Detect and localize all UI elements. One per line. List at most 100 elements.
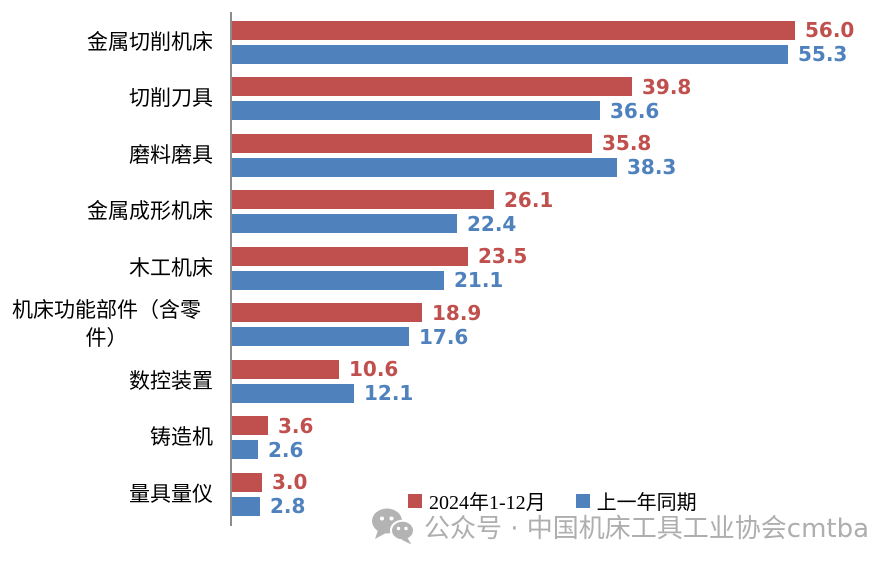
bar-line-previous: 2.6 (232, 437, 313, 462)
category-label-text: 木工机床 (129, 255, 213, 280)
value-label-previous: 22.4 (467, 211, 517, 236)
legend-item-previous: 上一年同期 (575, 486, 697, 515)
category-label: 木工机床 (0, 255, 222, 282)
category-label-text: 机床功能部件（含零件） (12, 298, 201, 350)
bar-current-period (232, 359, 339, 379)
value-label-previous: 2.8 (270, 494, 306, 519)
value-label-previous: 21.1 (454, 268, 504, 293)
value-label-current: 18.9 (432, 300, 482, 325)
legend-label-current: 2024年1-12月 (429, 492, 546, 514)
bar-line-current: 56.0 (232, 18, 855, 43)
value-label-current: 3.0 (272, 470, 308, 495)
chart-row: 铸造机 3.6 2.6 (0, 410, 874, 467)
category-label: 机床功能部件（含零件） (0, 297, 222, 352)
value-label-current: 39.8 (642, 74, 692, 99)
bar-previous-period (232, 327, 409, 347)
bar-current-period (232, 190, 494, 210)
category-label-text: 金属切削机床 (87, 29, 213, 54)
value-label-previous: 17.6 (419, 324, 469, 349)
value-label-current: 3.6 (278, 413, 314, 438)
watermark-text: 公众号 · 中国机床工具工业协会cmtba (424, 513, 870, 544)
category-label: 金属切削机床 (0, 29, 222, 56)
bar-current-period (232, 246, 468, 266)
chart-rows: 金属切削机床 56.0 55.3 切削刀具 39.8 36.6 磨料 (0, 14, 874, 523)
chart-row: 切削刀具 39.8 36.6 (0, 71, 874, 128)
bar-current-period (232, 20, 795, 40)
legend: 2024年1-12月 上一年同期 (408, 486, 697, 515)
watermark: 公众号 · 中国机床工具工业协会cmtba (371, 507, 869, 545)
bar-line-previous: 55.3 (232, 42, 854, 67)
value-label-current: 26.1 (504, 187, 554, 212)
bar-line-previous: 22.4 (232, 211, 553, 236)
category-label-text: 磨料磨具 (129, 142, 213, 167)
bar-line-current: 35.8 (232, 131, 676, 156)
chart-row: 木工机床 23.5 21.1 (0, 240, 874, 297)
bar-line-previous: 36.6 (232, 98, 691, 123)
bar-line-current: 3.6 (232, 413, 314, 438)
bar-line-previous: 12.1 (232, 381, 414, 406)
bar-line-previous: 38.3 (232, 155, 677, 180)
bar-line-current: 3.0 (232, 470, 308, 495)
bar-previous-period (232, 157, 617, 177)
value-label-previous: 55.3 (798, 42, 848, 67)
bar-group: 3.6 2.6 (232, 413, 314, 462)
category-label: 磨料磨具 (0, 142, 222, 169)
bar-group: 23.5 21.1 (232, 244, 528, 293)
legend-label-previous: 上一年同期 (596, 492, 697, 514)
legend-item-current: 2024年1-12月 (408, 486, 546, 515)
value-label-current: 35.8 (602, 131, 652, 156)
bar-group: 10.6 12.1 (232, 357, 414, 406)
category-label-text: 切削刀具 (129, 86, 213, 111)
bar-previous-period (232, 383, 354, 403)
bar-current-period (232, 77, 632, 97)
category-label-text: 数控装置 (129, 368, 213, 393)
bar-line-previous: 2.8 (232, 494, 307, 519)
chart-row: 磨料磨具 35.8 38.3 (0, 127, 874, 184)
category-label: 量具量仪 (0, 481, 222, 508)
bar-group: 35.8 38.3 (232, 131, 677, 180)
bar-previous-period (232, 496, 260, 516)
category-axis-line (230, 12, 232, 526)
bar-current-period (232, 416, 268, 436)
bar-group: 39.8 36.6 (232, 74, 692, 123)
category-label: 切削刀具 (0, 85, 222, 112)
bar-previous-period (232, 44, 788, 64)
chart-row: 金属切削机床 56.0 55.3 (0, 14, 874, 71)
value-label-current: 10.6 (349, 357, 399, 382)
value-label-current: 56.0 (805, 18, 855, 43)
bar-line-previous: 21.1 (232, 268, 527, 293)
bar-line-previous: 17.6 (232, 324, 481, 349)
bar-previous-period (232, 270, 444, 290)
category-label: 数控装置 (0, 368, 222, 395)
value-label-previous: 12.1 (364, 381, 414, 406)
bar-current-period (232, 303, 422, 323)
value-label-previous: 38.3 (627, 155, 677, 180)
bar-line-current: 18.9 (232, 300, 482, 325)
legend-swatch-current (408, 493, 422, 508)
bar-line-current: 23.5 (232, 244, 528, 269)
chart-row: 量具量仪 3.0 2.8 (0, 466, 874, 523)
bar-current-period (232, 133, 592, 153)
chart-row: 金属成形机床 26.1 22.4 (0, 184, 874, 241)
bar-group: 18.9 17.6 (232, 300, 482, 349)
legend-swatch-previous (575, 493, 590, 508)
bar-line-current: 39.8 (232, 74, 692, 99)
value-label-previous: 36.6 (610, 98, 660, 123)
bar-previous-period (232, 440, 258, 460)
bar-current-period (232, 472, 262, 492)
chart-row: 机床功能部件（含零件） 18.9 17.6 (0, 297, 874, 354)
wechat-icon (372, 508, 415, 545)
category-label-text: 金属成形机床 (87, 199, 213, 224)
chart-row: 数控装置 10.6 12.1 (0, 353, 874, 410)
bar-line-current: 26.1 (232, 187, 554, 212)
value-label-previous: 2.6 (268, 437, 304, 462)
category-label-text: 铸造机 (150, 425, 213, 450)
category-label: 铸造机 (0, 424, 222, 451)
bar-previous-period (232, 214, 457, 234)
bar-group: 3.0 2.8 (232, 470, 308, 519)
category-label: 金属成形机床 (0, 198, 222, 225)
bar-group: 56.0 55.3 (232, 18, 855, 67)
value-label-current: 23.5 (478, 244, 528, 269)
bar-group: 26.1 22.4 (232, 187, 554, 236)
